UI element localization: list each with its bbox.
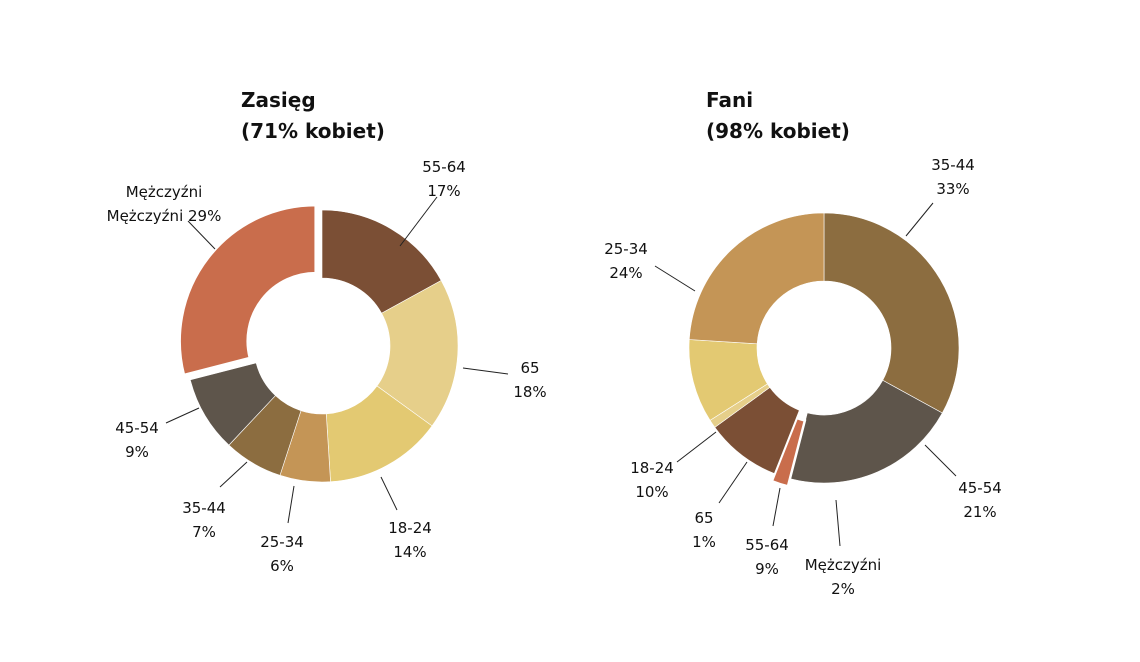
slice-category-label: 18-24 bbox=[388, 519, 432, 537]
slice-category-label: Mężczyźni bbox=[126, 183, 203, 201]
slices bbox=[688, 212, 960, 488]
slice-labels: 55-64 17% 65 18% 18-24 14% 25-34 6% 35-44 7% 45-54… bbox=[107, 158, 547, 575]
leader-line bbox=[924, 444, 957, 477]
leader-line bbox=[772, 487, 781, 527]
leader-line bbox=[380, 476, 398, 511]
slice-value-label: 21% bbox=[963, 503, 996, 521]
donut-slice bbox=[178, 203, 317, 377]
donut-slice bbox=[823, 212, 960, 414]
slice-value-label: 18% bbox=[513, 383, 546, 401]
chart-title-line1: Fani bbox=[706, 88, 753, 112]
slice-category-label: 25-34 bbox=[604, 240, 648, 258]
slice-value-label: 2% bbox=[831, 580, 855, 598]
leader-line bbox=[654, 265, 696, 292]
slice-value-label: 7% bbox=[192, 523, 216, 541]
donut-slice bbox=[688, 212, 825, 345]
slice-value-label: 17% bbox=[427, 182, 460, 200]
leader-line bbox=[219, 461, 248, 488]
slice-value-label: 33% bbox=[936, 180, 969, 198]
slice-value-label: 14% bbox=[393, 543, 426, 561]
chart-fani: Fani (98% kobiet) 35-44 33% 45-54 21% Mężczy… bbox=[604, 88, 1002, 598]
slice-value-label: 6% bbox=[270, 557, 294, 575]
chart-title-line2: (71% kobiet) bbox=[241, 119, 385, 143]
donut-slice bbox=[770, 416, 807, 488]
donut-slice bbox=[189, 362, 276, 446]
slice-category-label: 65 bbox=[694, 509, 713, 527]
donut-slice bbox=[790, 379, 943, 484]
leader-line bbox=[287, 485, 295, 524]
slice-category-label: 18-24 bbox=[630, 459, 674, 477]
slice-value-label: Mężczyźni 29% bbox=[107, 207, 222, 225]
slice-category-label: 25-34 bbox=[260, 533, 304, 551]
slice-value-label: 9% bbox=[125, 443, 149, 461]
slice-category-label: 45-54 bbox=[115, 419, 159, 437]
leader-line bbox=[399, 196, 438, 247]
slice-value-label: 24% bbox=[609, 264, 642, 282]
slice-category-label: 35-44 bbox=[182, 499, 226, 517]
leader-line bbox=[165, 407, 200, 424]
slice-category-label: 55-64 bbox=[745, 536, 789, 554]
leader-line bbox=[676, 431, 717, 463]
slice-value-label: 9% bbox=[755, 560, 779, 578]
chart-title-line1: Zasięg bbox=[241, 88, 316, 112]
chart-zasieg: Zasięg (71% kobiet) 55-64 17% 65 18% 18-24 14… bbox=[107, 88, 547, 575]
leader-line bbox=[905, 202, 934, 237]
leader-line bbox=[835, 499, 841, 547]
chart-title-line2: (98% kobiet) bbox=[706, 119, 850, 143]
slice-labels: 35-44 33% 45-54 21% Mężczyźni 2% 55-64 9% 65 1% 18… bbox=[604, 156, 1002, 598]
slice-category-label: Mężczyźni bbox=[805, 556, 882, 574]
slice-category-label: 65 bbox=[520, 359, 539, 377]
leader-line bbox=[718, 461, 748, 504]
slice-category-label: 35-44 bbox=[931, 156, 975, 174]
slices bbox=[178, 203, 459, 483]
slice-category-label: 45-54 bbox=[958, 479, 1002, 497]
slice-value-label: 1% bbox=[692, 533, 716, 551]
slice-category-label: 55-64 bbox=[422, 158, 466, 176]
slice-value-label: 10% bbox=[635, 483, 668, 501]
leader-line bbox=[187, 220, 216, 250]
leader-line bbox=[462, 367, 509, 375]
